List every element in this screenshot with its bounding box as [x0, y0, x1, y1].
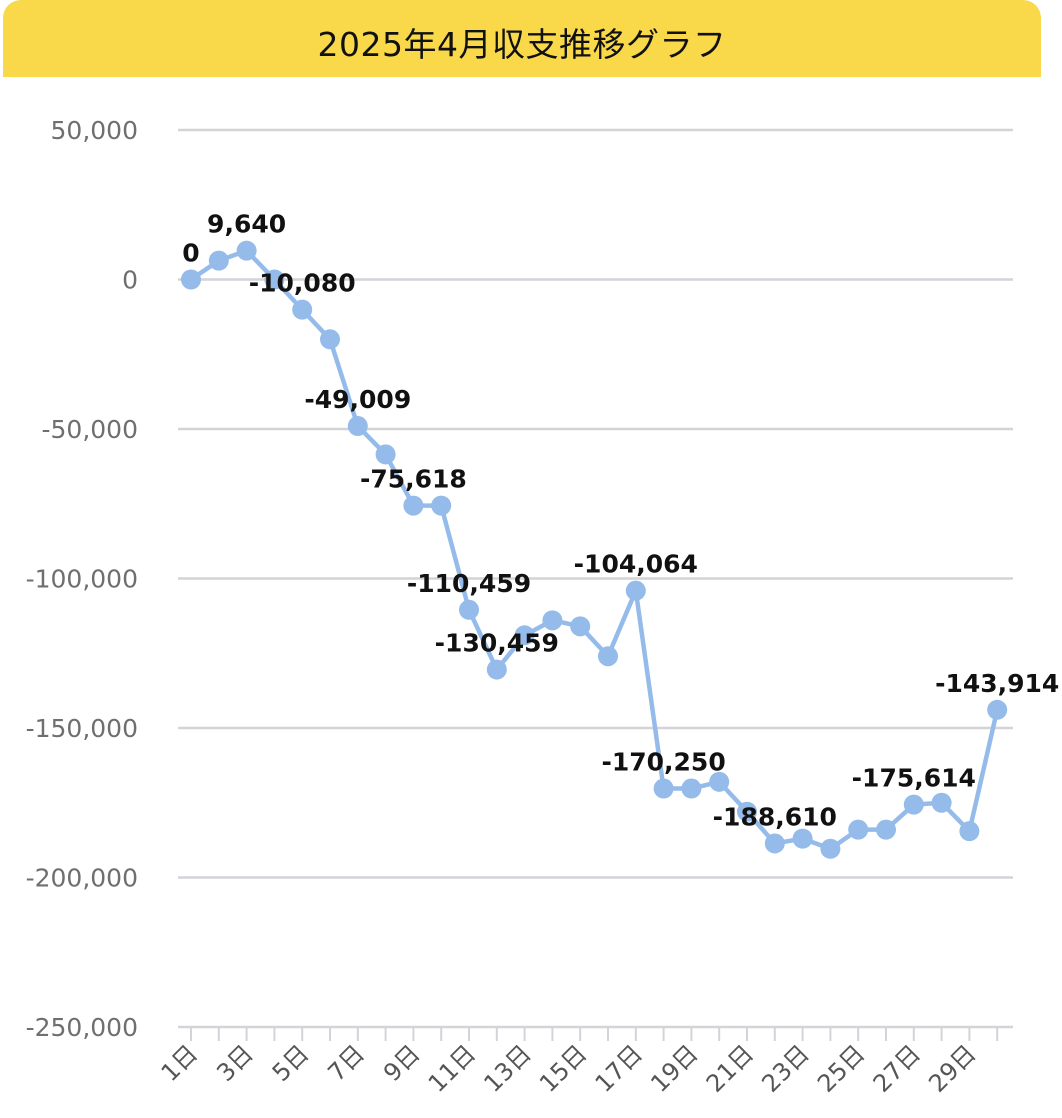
data-point	[764, 833, 785, 854]
data-label: -75,618	[360, 465, 467, 494]
data-label: -110,459	[407, 569, 531, 598]
data-point	[375, 444, 396, 465]
y-tick-label: 0	[122, 266, 138, 295]
data-label: -49,009	[304, 385, 411, 414]
y-tick-label: -150,000	[26, 714, 138, 743]
data-point	[431, 495, 452, 516]
data-point	[931, 792, 952, 813]
data-point	[486, 659, 507, 680]
y-axis-ticks: 50,000 0 -50,000 -100,000 -150,000 -200,000 -2…	[26, 116, 138, 1042]
data-point	[681, 778, 702, 799]
data-label: 0	[182, 239, 199, 268]
x-tick-label: 19日	[645, 1039, 703, 1097]
data-point	[292, 299, 313, 320]
data-label: -188,610	[713, 802, 837, 831]
data-label: -175,614	[852, 764, 976, 793]
data-point	[959, 821, 980, 842]
y-tick-label: -200,000	[26, 864, 138, 893]
data-point	[264, 269, 285, 290]
data-point	[570, 616, 591, 637]
data-point	[737, 801, 757, 822]
x-tick-label: 25日	[812, 1039, 870, 1097]
data-label: 9,640	[207, 210, 286, 239]
title-bar: 2025年4月収支推移グラフ	[3, 0, 1041, 77]
x-tick-label: 11日	[423, 1039, 481, 1097]
data-point	[848, 819, 869, 840]
x-tick-label: 9日	[378, 1039, 426, 1087]
y-tick-label: 50,000	[51, 116, 138, 145]
x-tick-label: 15日	[534, 1039, 592, 1097]
y-tick-label: -250,000	[26, 1013, 138, 1042]
data-point	[542, 610, 563, 631]
data-point	[403, 495, 424, 516]
data-point	[820, 838, 841, 859]
data-point	[347, 416, 368, 437]
x-tick-label: 7日	[322, 1039, 370, 1087]
data-point	[903, 794, 924, 815]
x-tick-label: 27日	[868, 1039, 926, 1097]
data-point	[709, 771, 730, 792]
data-label: -130,459	[435, 629, 559, 658]
x-tick-label: 3日	[211, 1039, 259, 1087]
x-tick-label: 1日	[156, 1039, 204, 1087]
data-point	[236, 240, 257, 261]
x-tick-label: 13日	[478, 1039, 536, 1097]
data-label: -143,914	[935, 669, 1059, 698]
data-point	[459, 599, 479, 620]
data-label: -10,080	[249, 269, 356, 298]
data-point	[876, 819, 896, 840]
data-point	[625, 580, 646, 601]
data-labels: 0 9,640 -10,080 -49,009 -75,618 -110,459 -130,…	[182, 210, 1059, 832]
data-points	[181, 240, 1008, 859]
grid-lines	[178, 128, 1013, 1029]
chart-title: 2025年4月収支推移グラフ	[317, 25, 727, 64]
x-tick-label: 17日	[590, 1039, 648, 1097]
y-tick-label: -100,000	[26, 565, 138, 594]
data-point	[514, 625, 535, 646]
x-tick-label: 21日	[701, 1039, 759, 1097]
data-point	[320, 329, 340, 350]
x-tick-label: 23日	[756, 1039, 814, 1097]
data-label: -104,064	[574, 550, 698, 579]
data-point	[598, 646, 618, 667]
data-point	[653, 778, 674, 799]
data-point	[792, 828, 813, 849]
x-tick-label: 29日	[923, 1039, 981, 1097]
data-point	[987, 699, 1008, 720]
x-tick-label: 5日	[267, 1039, 315, 1087]
data-point	[208, 250, 229, 271]
y-tick-label: -50,000	[42, 415, 139, 444]
data-point	[181, 269, 201, 290]
data-label: -170,250	[601, 748, 725, 777]
